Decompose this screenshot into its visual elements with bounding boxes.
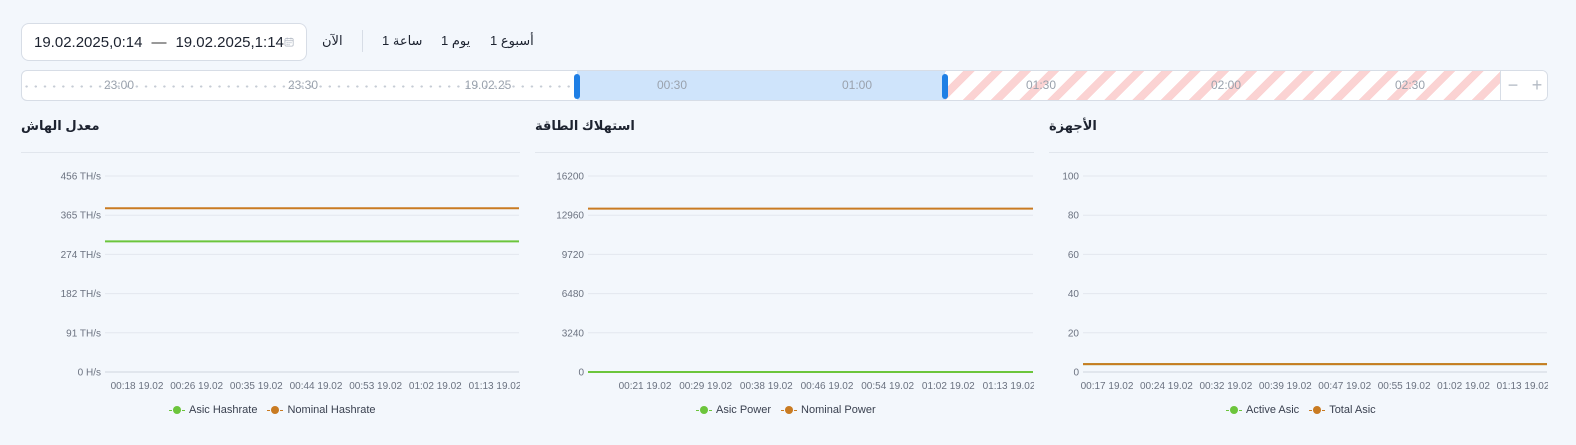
legend-label: Nominal Power (801, 404, 876, 416)
y-tick-label: 20 (1068, 328, 1080, 339)
devices-chart-title: الأجهزة (1049, 118, 1097, 133)
y-tick-label: 0 H/s (78, 368, 101, 379)
y-tick-label: 3240 (562, 328, 585, 339)
devices-chart[interactable]: 0 20 40 60 80 100 00:17 19.02 00:24 19.02 00:32 … (1049, 160, 1548, 400)
x-tick-label: 00:26 19.02 (170, 381, 223, 392)
y-tick-label: 0 (578, 368, 584, 379)
range-day-button[interactable]: 1 يوم (441, 33, 471, 48)
plus-icon[interactable]: + (1531, 75, 1543, 95)
legend-marker (781, 405, 798, 415)
panel-divider (1049, 152, 1548, 153)
date-range-from: 19.02.2025,0:14 (34, 33, 143, 51)
timeline-zoom-controls: − + (1500, 71, 1547, 100)
x-tick-label: 01:13 19.02 (983, 381, 1034, 392)
x-tick-label: 00:18 19.02 (111, 381, 164, 392)
minus-icon[interactable]: − (1507, 75, 1519, 95)
y-tick-label: 0 (1073, 368, 1079, 379)
x-tick-label: 00:35 19.02 (230, 381, 283, 392)
timeline-label: 23:00 (103, 78, 135, 92)
power-legend: Asic Power Nominal Power (696, 404, 876, 416)
x-tick-label: 00:29 19.02 (679, 381, 732, 392)
y-tick-label: 456 TH/s (61, 172, 101, 183)
y-tick-label: 60 (1068, 250, 1080, 261)
x-tick-label: 01:13 19.02 (469, 381, 520, 392)
y-tick-label: 40 (1068, 289, 1080, 300)
legend-marker (1226, 405, 1242, 415)
x-tick-label: 00:21 19.02 (619, 381, 672, 392)
y-tick-label: 100 (1062, 172, 1079, 183)
legend-label: Asic Power (716, 404, 772, 416)
legend-item-asic-power[interactable]: Asic Power (696, 404, 771, 416)
x-tick-label: 00:54 19.02 (861, 381, 914, 392)
x-tick-label: 00:38 19.02 (740, 381, 793, 392)
x-tick-label: 00:53 19.02 (349, 381, 402, 392)
range-now-button[interactable]: الآن (322, 33, 343, 48)
x-tick-label: 00:44 19.02 (290, 381, 343, 392)
legend-marker (169, 405, 185, 415)
timeline-label: 02:30 (1394, 78, 1426, 92)
legend-item-total-asic[interactable]: Total Asic (1309, 404, 1376, 416)
timeline-label: 01:30 (1025, 78, 1057, 92)
date-range-separator: — (151, 33, 167, 51)
legend-marker (1309, 405, 1326, 415)
legend-label: Nominal Hashrate (287, 404, 376, 416)
devices-legend: Active Asic Total Asic (1226, 404, 1376, 416)
hashrate-chart-title: معدل الهاش (21, 118, 100, 133)
timeline-label: 00:30 (656, 78, 688, 92)
hashrate-legend: Asic Hashrate Nominal Hashrate (169, 404, 376, 416)
range-hour-button[interactable]: 1 ساعة (382, 33, 423, 48)
timeline-handle-right[interactable] (942, 74, 948, 99)
date-range-picker[interactable]: 19.02.2025,0:14 — 19.02.2025,1:14 (21, 23, 307, 61)
y-tick-label: 91 TH/s (66, 328, 101, 339)
y-tick-label: 12960 (556, 211, 584, 222)
date-range-to: 19.02.2025,1:14 (175, 33, 284, 51)
y-tick-label: 9720 (562, 250, 585, 261)
legend-item-nominal-power[interactable]: Nominal Power (781, 404, 876, 416)
timeline-selection[interactable] (577, 71, 945, 100)
timeline-handle-left[interactable] (574, 74, 580, 99)
x-tick-label: 01:02 19.02 (409, 381, 462, 392)
legend-item-active-asic[interactable]: Active Asic (1226, 404, 1299, 416)
y-tick-label: 365 TH/s (61, 211, 101, 222)
timeline-navigator[interactable]: 23:00 23:30 19.02.25 00:30 01:00 01:30 0… (21, 70, 1548, 101)
x-tick-label: 00:24 19.02 (1140, 381, 1193, 392)
legend-item-asic-hashrate[interactable]: Asic Hashrate (169, 404, 257, 416)
power-chart-title: استهلاك الطاقة (535, 118, 635, 133)
timeline-label: 01:00 (841, 78, 873, 92)
hashrate-chart[interactable]: 0 H/s 91 TH/s 182 TH/s 274 TH/s 365 TH/s 456 … (21, 160, 520, 400)
legend-marker (267, 405, 284, 415)
y-tick-label: 182 TH/s (61, 289, 101, 300)
x-tick-label: 01:02 19.02 (922, 381, 975, 392)
x-tick-label: 00:55 19.02 (1378, 381, 1431, 392)
legend-label: Asic Hashrate (189, 404, 258, 416)
legend-label: Total Asic (1329, 404, 1376, 416)
legend-item-nominal-hashrate[interactable]: Nominal Hashrate (267, 404, 376, 416)
panel-divider (21, 152, 520, 153)
timeline-future-area (945, 71, 1500, 100)
timeline-label: 23:30 (287, 78, 319, 92)
power-chart[interactable]: 0 3240 6480 9720 12960 16200 00:21 19.02 00:29 … (535, 160, 1034, 400)
x-tick-label: 00:32 19.02 (1199, 381, 1252, 392)
x-tick-label: 00:47 19.02 (1318, 381, 1371, 392)
x-tick-label: 01:13 19.02 (1497, 381, 1548, 392)
timeline-label: 02:00 (1210, 78, 1242, 92)
timeline-label: 19.02.25 (464, 78, 512, 92)
legend-marker (696, 405, 712, 415)
legend-label: Active Asic (1246, 404, 1300, 416)
y-tick-label: 80 (1068, 211, 1080, 222)
x-tick-label: 00:39 19.02 (1259, 381, 1312, 392)
calendar-icon[interactable] (284, 34, 294, 50)
y-tick-label: 16200 (556, 172, 584, 183)
x-tick-label: 01:02 19.02 (1437, 381, 1490, 392)
range-week-button[interactable]: 1 أسبوع (490, 33, 534, 48)
y-tick-label: 6480 (562, 289, 585, 300)
panel-divider (535, 152, 1034, 153)
toolbar-divider (362, 30, 363, 52)
x-tick-label: 00:46 19.02 (801, 381, 854, 392)
y-tick-label: 274 TH/s (61, 250, 101, 261)
x-tick-label: 00:17 19.02 (1081, 381, 1134, 392)
